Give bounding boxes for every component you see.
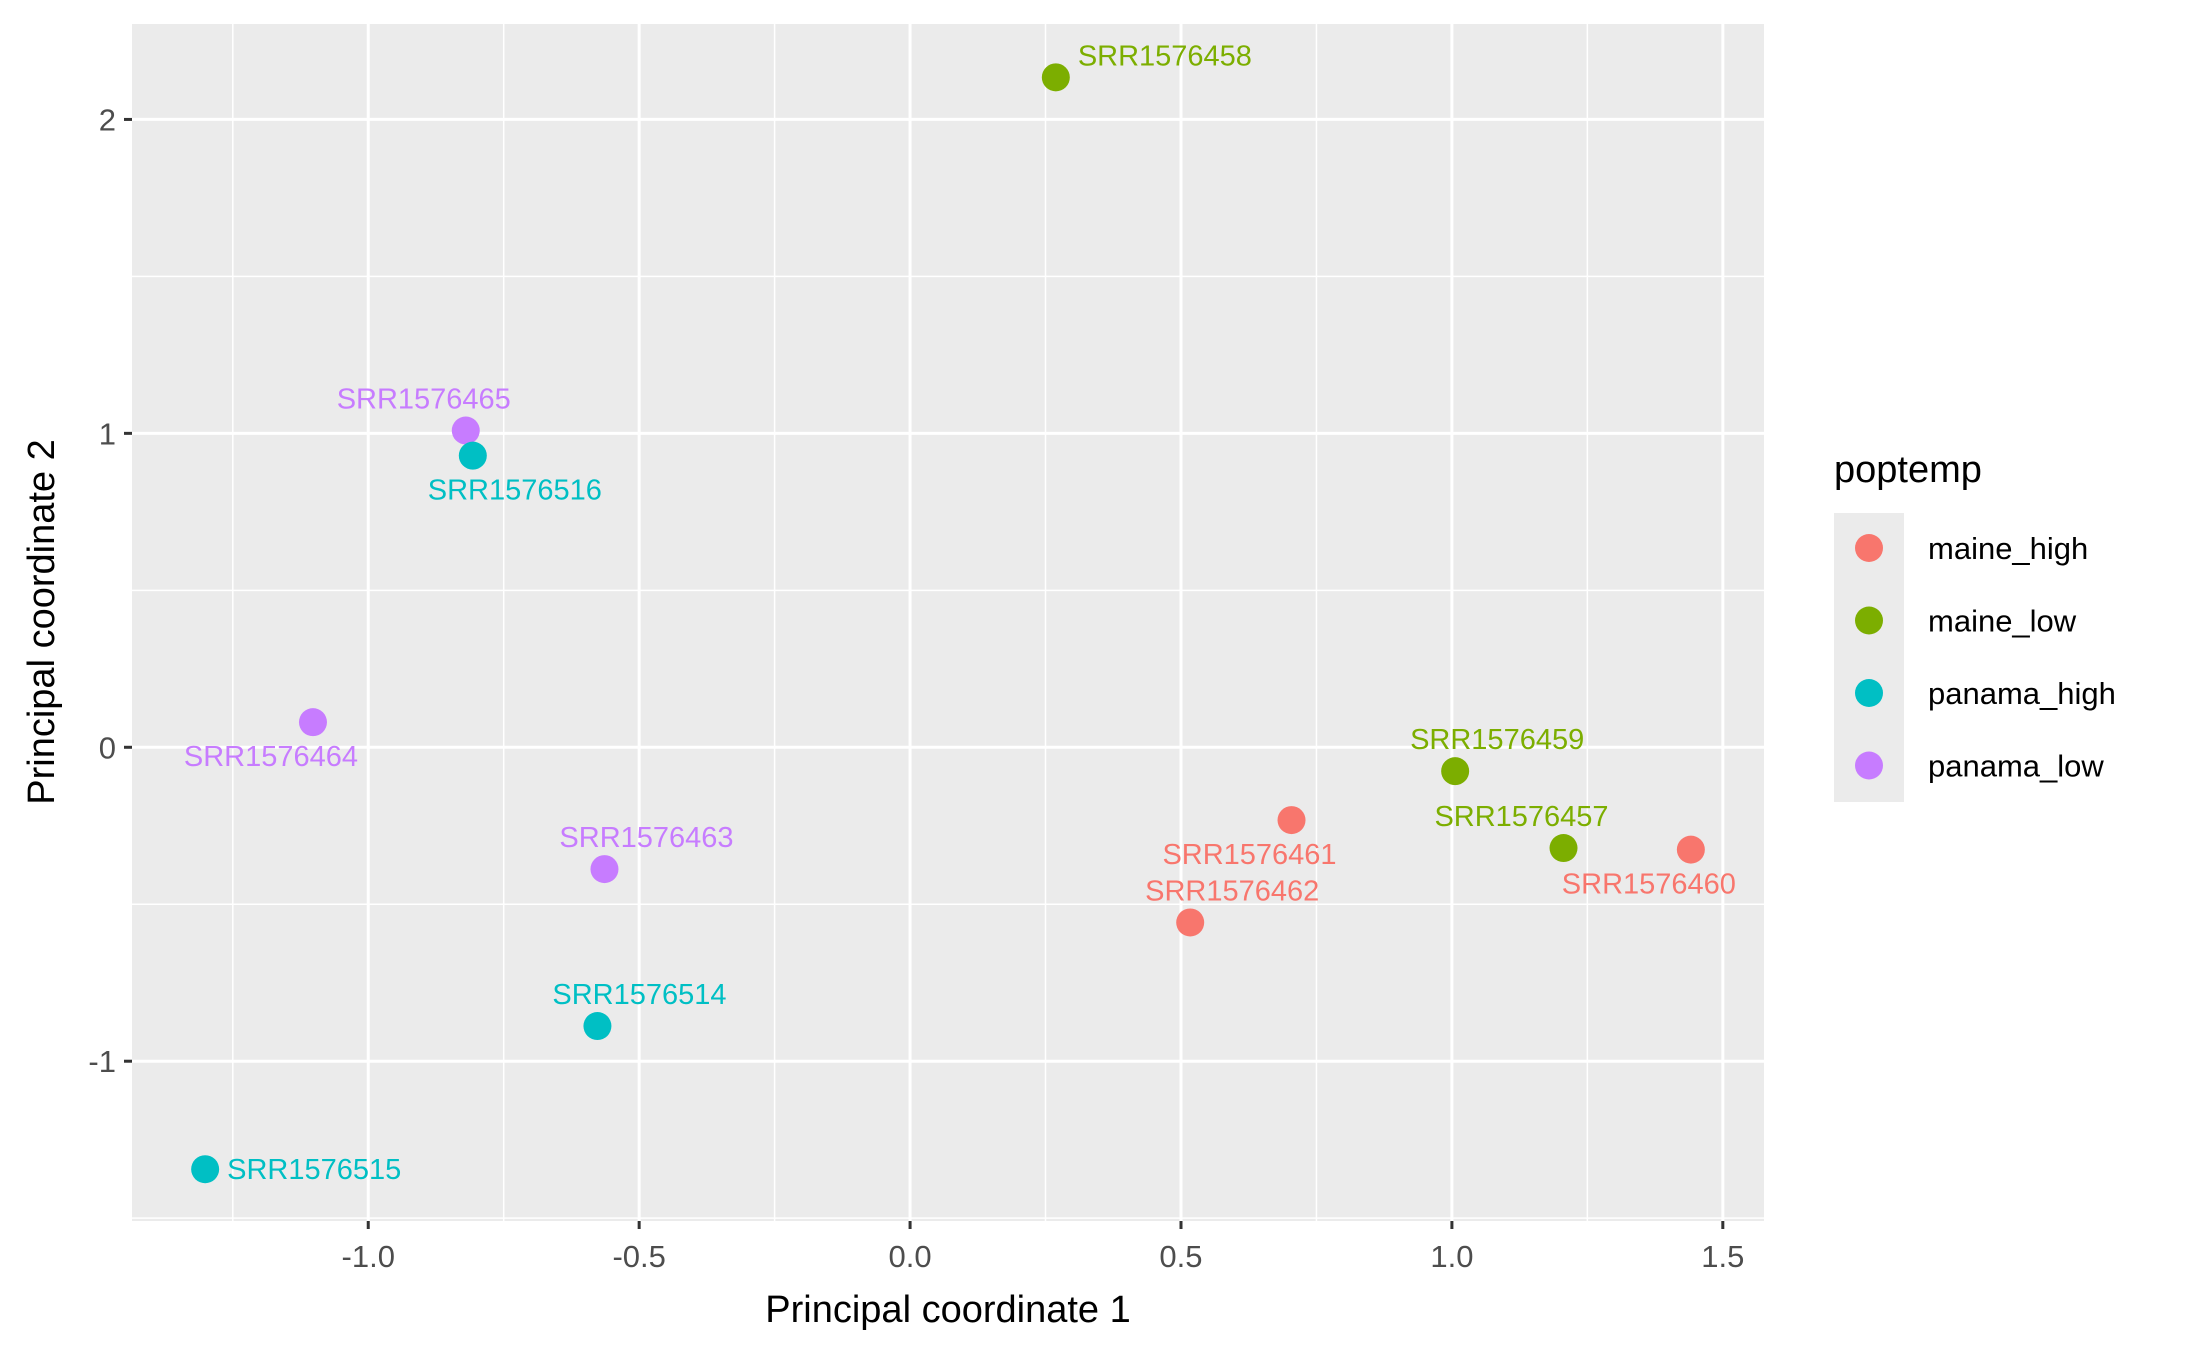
data-point [298,708,327,737]
point-label: SRR1576461 [1162,839,1336,871]
legend-title: poptemp [1834,449,1982,491]
point-label: SRR1576464 [184,741,358,773]
legend-key-panama_high [1855,679,1883,707]
point-label: SRR1576458 [1078,40,1252,72]
legend-label: panama_low [1928,749,2104,784]
legend-label: maine_low [1928,604,2077,639]
point-label: SRR1576459 [1410,724,1584,756]
point-label: SRR1576462 [1145,875,1319,907]
legend-key-maine_low [1855,606,1883,635]
data-point [583,1012,612,1041]
x-axis-title: Principal coordinate 1 [765,1289,1130,1331]
x-tick-label: 0.0 [889,1239,932,1274]
point-label: SRR1576514 [552,979,726,1011]
point-label: SRR1576463 [559,822,733,854]
point-label: SRR1576460 [1562,869,1736,901]
point-label: SRR1576465 [337,384,511,416]
data-point [1549,834,1578,863]
legend-key-panama_low [1855,751,1883,780]
data-point [1676,835,1705,864]
legend-label: panama_high [1928,676,2116,711]
data-point [590,855,619,884]
data-point [1041,63,1070,92]
legend-label: maine_high [1928,531,2088,566]
legend-key-maine_high [1855,534,1883,562]
y-tick-label: 2 [99,102,116,137]
data-point [1176,908,1205,937]
plot-panel [132,24,1764,1221]
y-tick-label: 0 [99,730,116,765]
data-point [1441,757,1470,786]
x-tick-label: 1.5 [1701,1239,1744,1274]
point-label: SRR1576457 [1434,801,1608,833]
point-label: SRR1576516 [428,475,602,507]
x-tick-label: 1.0 [1430,1239,1473,1274]
grid-lines [132,24,1764,1221]
point-label: SRR1576515 [227,1154,401,1186]
x-tick-label: -0.5 [612,1239,665,1274]
axes: -1.0 -0.5 0.0 0.5 1.0 1.5 -1 0 1 2 [88,102,1744,1274]
x-tick-label: 0.5 [1159,1239,1202,1274]
x-tick-label: -1.0 [342,1239,395,1274]
data-point [1277,806,1306,835]
y-tick-label: -1 [88,1044,116,1079]
data-point [451,416,480,445]
y-axis-title: Principal coordinate 2 [21,439,63,804]
data-points: SRR1576458 SRR1576465 SRR1576516 SRR1576464… [184,40,1736,1186]
y-tick-label: 1 [99,416,116,451]
data-point [191,1155,220,1184]
legend: poptemp maine_high maine_low panama_highpa… [1834,449,2116,802]
data-point [458,441,487,470]
